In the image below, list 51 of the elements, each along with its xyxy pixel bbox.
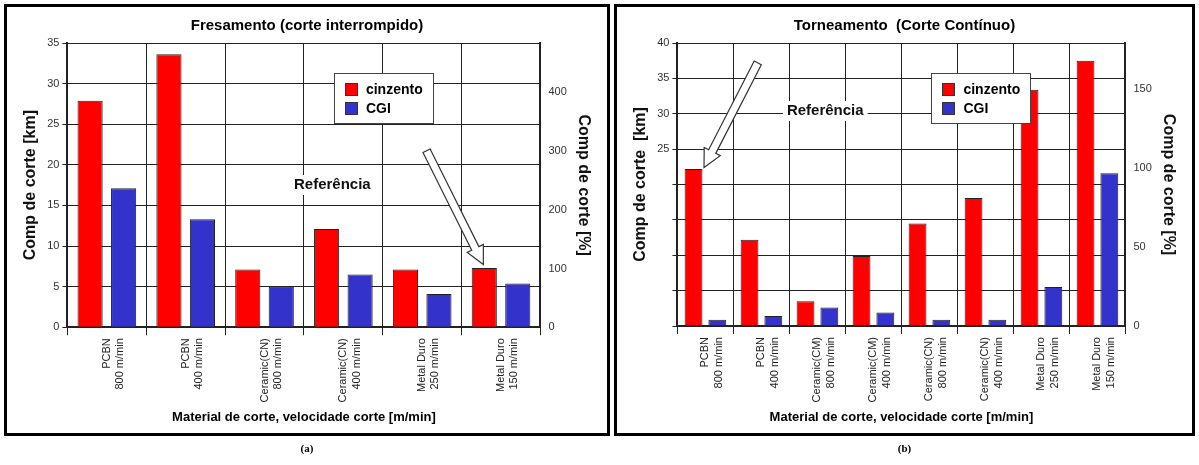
y2-tick-label: 200 xyxy=(548,202,567,215)
y2-tick-label: 300 xyxy=(548,144,567,157)
y-tick-label: 35 xyxy=(47,36,60,49)
annotation: Referência xyxy=(786,101,865,119)
y2-axis-title: Comp de corte [%] xyxy=(575,114,593,256)
x-tick-label: Ceramic(CN) 400 m/min xyxy=(978,337,1004,402)
y-tick-label: 20 xyxy=(47,157,60,170)
x-tick-label: Ceramic(CM) 400 m/min xyxy=(866,337,892,403)
x-tick-label: PCBN 400 m/min xyxy=(178,338,204,390)
y-tick-label: 0 xyxy=(53,320,60,333)
y2-tick-label: 50 xyxy=(1133,239,1146,252)
x-tick-label: Metal Duro 250 m/min xyxy=(415,338,441,393)
y-tick-label: 30 xyxy=(47,76,60,89)
y-tick-label: 5 xyxy=(53,279,60,292)
legend-label: CGI xyxy=(365,100,391,116)
x-tick-label: PCBN 800 m/min xyxy=(99,338,126,390)
x-tick-label: Ceramic(CN) 800 m/min xyxy=(922,337,948,402)
x-tick-label: Ceramic(CN) 800 m/min xyxy=(257,338,283,403)
legend-label: cinzento xyxy=(365,81,423,97)
legend-label: CGI xyxy=(963,100,989,116)
y2-tick-label: 150 xyxy=(1133,81,1152,94)
x-tick-label: Metal Duro 250 m/min xyxy=(1034,337,1060,391)
x-tick-label: PCBN 800 m/min xyxy=(698,336,724,389)
x-tick-label: Metal Duro 150 m/min xyxy=(494,338,520,393)
chart-title: Torneamento (Corte Contínuo) xyxy=(793,16,1016,34)
y2-tick-label: 100 xyxy=(548,261,567,274)
x-tick-label: Ceramic(CN) 400 m/min xyxy=(336,338,362,403)
y-tick-label: 40 xyxy=(657,36,670,49)
y-tick-label: 30 xyxy=(657,106,670,119)
text: (a) xyxy=(299,442,315,454)
x-tick-label: Ceramic(CM) 800 m/min xyxy=(810,337,836,403)
x-tick-label: PCBN 400 m/min xyxy=(754,336,780,389)
y2-tick-label: 0 xyxy=(1133,319,1140,332)
y2-tick-label: 100 xyxy=(1133,160,1152,173)
x-axis-title: Material de corte, velocidade corte [m/min] xyxy=(172,408,436,424)
y-tick-label: 15 xyxy=(47,198,60,211)
y2-axis-title: Comp de corte [%] xyxy=(1160,113,1178,256)
y-axis-title: Comp de corte [km] xyxy=(631,107,649,262)
y-tick-label: 25 xyxy=(47,117,60,130)
y-axis-title: Comp de corte [km] xyxy=(21,109,39,261)
y2-tick-label: 0 xyxy=(548,320,555,333)
chart-title: Fresamento (corte interrompido) xyxy=(190,16,424,34)
y-tick-label: 35 xyxy=(657,71,670,84)
y-tick-label: 10 xyxy=(47,239,60,252)
x-axis-title: Material de corte, velocidade corte [m/min] xyxy=(769,408,1034,424)
y-tick-label: 25 xyxy=(657,142,670,155)
x-tick-label: Metal Duro 150 m/min xyxy=(1090,337,1116,391)
legend-label: cinzento xyxy=(963,81,1021,97)
y2-tick-label: 400 xyxy=(548,85,567,98)
text: (b) xyxy=(896,442,913,454)
annotation: Referência xyxy=(293,175,372,193)
